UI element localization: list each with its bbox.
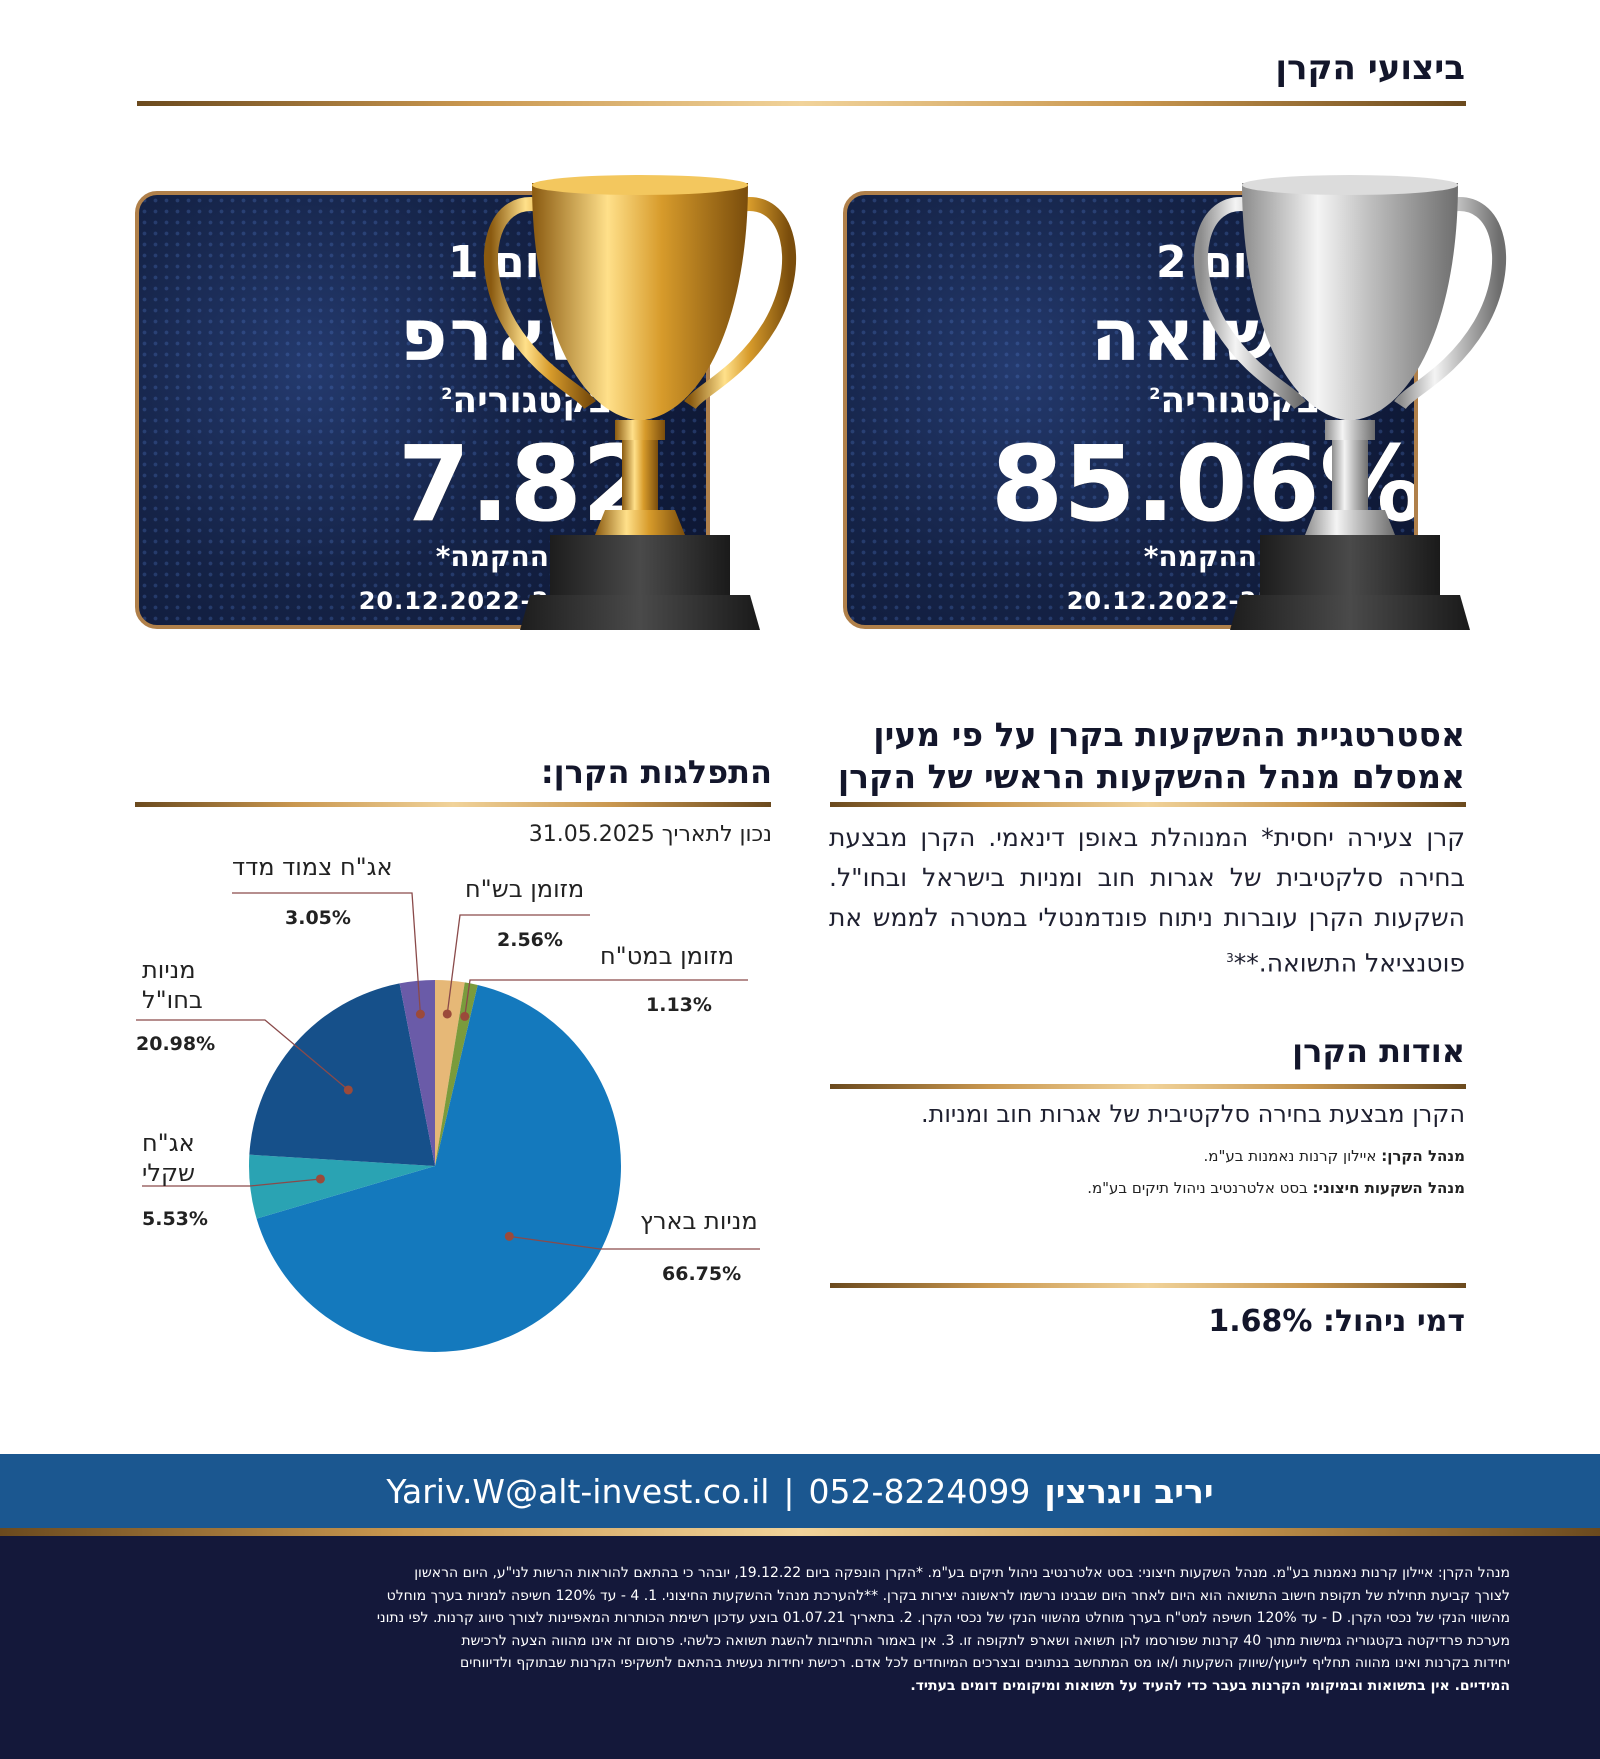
page-title: ביצועי הקרן <box>1275 48 1465 88</box>
footer-line: מהשווי הנקי של נכסי הקרן. D - עד 120% חש… <box>376 1610 1510 1626</box>
footer-line: מנהל הקרן: איילון קרנות נאמנות בע"מ. מנה… <box>414 1565 1510 1581</box>
pie-value: 20.98% <box>136 1033 216 1055</box>
pie-label: מזומן בש"ח <box>465 875 585 903</box>
pie-leader-line <box>464 979 748 1017</box>
pie-leader-dot <box>415 1009 425 1019</box>
pie-leader-dot <box>460 1011 470 1021</box>
strategy-title: אסטרטגיית ההשקעות בקרן על פי מעין אמסלם … <box>837 715 1465 796</box>
footer-line: המידיים. אין בתשואות ובמיקומי הקרנות בעב… <box>910 1677 1510 1694</box>
pie-leader-line <box>136 1019 349 1091</box>
distribution-title: התפלגות הקרן: <box>540 753 772 791</box>
pie-value: 66.75% <box>662 1263 742 1285</box>
pie-slice <box>435 980 465 1166</box>
pie-leader-dot <box>442 1009 452 1019</box>
pie-slice <box>399 980 435 1166</box>
pie-leader-dot <box>343 1085 353 1095</box>
strategy-rule <box>830 802 1466 807</box>
external-manager: מנהל השקעות חיצוני: בסט אלטרנטיב ניהול ת… <box>1087 1179 1465 1197</box>
footer-line: לצורך קביעת תחילת של תקופת חישוב התשואה … <box>386 1587 1510 1604</box>
gold-trophy-icon <box>483 175 797 630</box>
management-fee: דמי ניהול: 1.68% <box>1208 1304 1465 1339</box>
about-rule <box>830 1084 1466 1089</box>
award-subtitle: בקטגוריה2 <box>1149 380 1319 421</box>
pie-value: 1.13% <box>646 994 712 1016</box>
footer-rule <box>0 1528 1600 1536</box>
distribution-rule <box>135 802 771 807</box>
pie-label: אג"ח צמוד מדד <box>232 853 393 881</box>
pie-value: 3.05% <box>285 907 351 929</box>
footer-line: מערכת פרדיקטה בקטגוריה גמישות מתוך 40 קר… <box>461 1632 1510 1649</box>
pie-leader-dot <box>504 1231 514 1241</box>
silver-trophy-icon <box>1193 175 1507 630</box>
contact-email[interactable]: Yariv.W@alt-invest.co.il <box>386 1471 770 1511</box>
contact-name: יריב ויגרצין <box>1044 1471 1214 1511</box>
legal-footer: מנהל הקרן: איילון קרנות נאמנות בע"מ. מנה… <box>0 1536 1600 1759</box>
header-rule <box>137 101 1466 106</box>
pie-value: 5.53% <box>142 1208 208 1230</box>
pie-label: מזומן במט"ח <box>600 942 735 970</box>
pie-leader-dot <box>315 1174 325 1184</box>
pie-label: מניות בחו"ל <box>142 956 203 1014</box>
contact-separator: | <box>783 1471 795 1511</box>
pie-slice <box>435 982 478 1166</box>
about-body: הקרן מבצעת בחירה סלקטיבית של אגרות חוב ו… <box>920 1100 1465 1128</box>
contact-phone[interactable]: 052-8224099 <box>808 1471 1031 1511</box>
pie-leader-line <box>446 914 590 1015</box>
pie-label: אג"ח שקלי <box>142 1129 196 1187</box>
pie-slice <box>256 984 621 1352</box>
pie-leader-line <box>509 1235 760 1250</box>
distribution-date: נכון לתאריך 31.05.2025 <box>528 822 772 847</box>
pie-value: 2.56% <box>497 929 563 951</box>
strategy-body: קרן צעירה יחסית* המנוהלת באופן דינאמי. ה… <box>829 823 1465 978</box>
fund-manager: מנהל הקרן: איילון קרנות נאמנות בע"מ. <box>1203 1147 1465 1165</box>
pie-leader-line <box>142 1178 321 1187</box>
pie-slice <box>249 983 435 1166</box>
pie-slice <box>248 1154 435 1219</box>
pie-leader-line <box>232 892 422 1015</box>
pie-label: מניות בארץ <box>640 1207 758 1235</box>
footer-line: יחידות בקרנות ואינו מהווה תחליף לייעוץ/ש… <box>460 1655 1510 1671</box>
about-title: אודות הקרן <box>1292 1032 1465 1070</box>
contact-bar: יריב ויגרצין 052-8224099 | Yariv.W@alt-i… <box>0 1454 1600 1528</box>
fees-rule <box>830 1283 1466 1288</box>
